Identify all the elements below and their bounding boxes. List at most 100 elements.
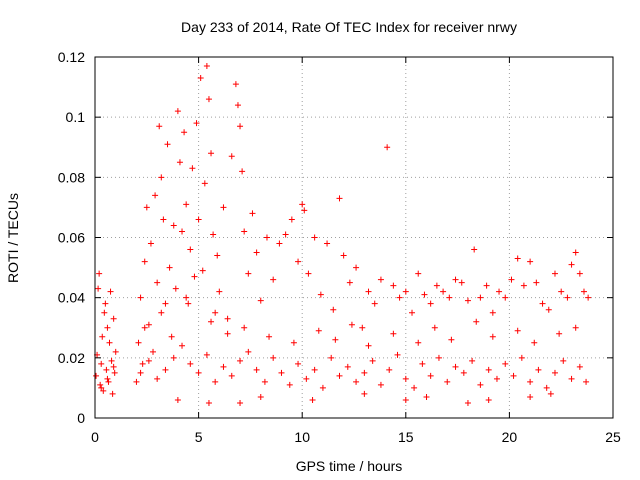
data-point [183, 294, 190, 301]
data-point [477, 294, 484, 301]
data-point [394, 351, 401, 358]
data-point [471, 246, 478, 253]
data-point [179, 228, 186, 235]
data-point [195, 216, 202, 223]
data-point [109, 390, 116, 397]
data-point [234, 102, 241, 109]
data-point [346, 279, 353, 286]
data-point [282, 231, 289, 238]
data-point [208, 318, 215, 325]
data-point [533, 279, 540, 286]
data-point [135, 339, 142, 346]
x-tick-label: 20 [502, 429, 518, 445]
data-point [564, 294, 571, 301]
data-point [270, 354, 277, 361]
data-point [162, 366, 169, 373]
data-point [99, 333, 106, 340]
data-point [210, 231, 217, 238]
data-point [187, 360, 194, 367]
data-point [106, 339, 113, 346]
data-point [181, 129, 188, 136]
data-point [179, 342, 186, 349]
data-point [402, 396, 409, 403]
data-point [137, 369, 144, 376]
y-axis-label: ROTI / TECUs [5, 193, 21, 283]
data-point [205, 399, 212, 406]
y-tick-label: 0.12 [58, 49, 85, 65]
data-point [409, 309, 416, 316]
data-point [580, 288, 587, 295]
data-point [527, 378, 534, 385]
data-point [253, 249, 260, 256]
data-point [147, 240, 154, 247]
data-point [203, 63, 210, 70]
data-point [241, 324, 248, 331]
data-point [460, 369, 467, 376]
y-tick-label: 0.04 [58, 290, 85, 306]
data-point [477, 381, 484, 388]
data-point [189, 165, 196, 172]
data-point [139, 360, 146, 367]
data-point [411, 384, 418, 391]
data-point [183, 201, 190, 208]
data-point [199, 267, 206, 274]
data-point [402, 288, 409, 295]
data-point [286, 381, 293, 388]
data-point [228, 372, 235, 379]
data-point [290, 339, 297, 346]
data-point [301, 207, 308, 214]
data-point [585, 294, 592, 301]
data-point [421, 291, 428, 298]
y-axis-ticks: 0 0.02 0.04 0.06 0.08 0.1 0.12 [58, 49, 613, 426]
data-point [348, 321, 355, 328]
data-point [377, 381, 384, 388]
data-point [237, 399, 244, 406]
data-point [419, 360, 426, 367]
data-point [390, 282, 397, 289]
data-point [220, 363, 227, 370]
data-point [205, 96, 212, 103]
data-point [160, 216, 167, 223]
data-point [427, 300, 434, 307]
data-point [396, 294, 403, 301]
data-point [237, 357, 244, 364]
x-tick-label: 0 [91, 429, 99, 445]
data-point [502, 360, 509, 367]
data-point [187, 246, 194, 253]
data-point [98, 360, 105, 367]
data-point [535, 366, 542, 373]
x-tick-label: 15 [398, 429, 414, 445]
data-point [309, 396, 316, 403]
data-point [101, 309, 108, 316]
data-point [464, 399, 471, 406]
data-point [141, 324, 148, 331]
data-point [158, 309, 165, 316]
data-point [427, 372, 434, 379]
data-point [93, 372, 100, 379]
data-point [152, 192, 159, 199]
data-point [377, 276, 384, 283]
data-point [353, 378, 360, 385]
data-point [110, 363, 117, 370]
data-point [172, 285, 179, 292]
data-point [545, 306, 552, 313]
data-point [365, 288, 372, 295]
data-point [245, 348, 252, 355]
data-point [110, 315, 117, 322]
data-point [295, 360, 302, 367]
y-tick-label: 0.02 [58, 350, 85, 366]
data-point [245, 270, 252, 277]
data-point [193, 120, 200, 127]
data-point [288, 216, 295, 223]
data-point [332, 336, 339, 343]
data-point [257, 297, 264, 304]
data-point [489, 309, 496, 316]
data-point [239, 168, 246, 175]
data-point [344, 363, 351, 370]
data-point [361, 369, 368, 376]
x-tick-label: 5 [195, 429, 203, 445]
data-point [433, 282, 440, 289]
data-point [556, 330, 563, 337]
data-point [133, 378, 140, 385]
data-point [170, 354, 177, 361]
